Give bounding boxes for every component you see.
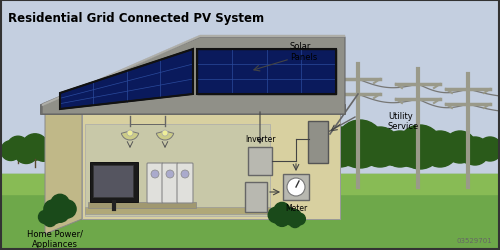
- Bar: [85, 124, 270, 216]
- Circle shape: [420, 140, 446, 166]
- Bar: [93, 165, 133, 197]
- Circle shape: [396, 136, 426, 167]
- Bar: [0, 174, 500, 194]
- Text: Meter: Meter: [285, 203, 307, 212]
- Circle shape: [37, 142, 54, 159]
- Text: 03529701: 03529701: [456, 237, 492, 243]
- Wedge shape: [122, 132, 138, 140]
- Circle shape: [422, 132, 458, 167]
- Bar: [0, 0, 500, 199]
- Circle shape: [7, 137, 29, 158]
- Circle shape: [181, 170, 189, 178]
- Circle shape: [166, 170, 174, 178]
- Circle shape: [287, 178, 305, 196]
- Circle shape: [442, 140, 465, 162]
- Circle shape: [1, 141, 20, 161]
- Text: Home Power/
Appliances: Home Power/ Appliances: [27, 229, 83, 248]
- Bar: [0, 174, 500, 250]
- Circle shape: [320, 128, 360, 167]
- FancyBboxPatch shape: [177, 163, 193, 203]
- Circle shape: [318, 138, 346, 165]
- Circle shape: [461, 138, 489, 165]
- Circle shape: [14, 140, 38, 164]
- FancyBboxPatch shape: [162, 163, 178, 203]
- Circle shape: [58, 200, 76, 218]
- Circle shape: [358, 138, 386, 165]
- Text: Utility
Service: Utility Service: [388, 112, 419, 131]
- Circle shape: [50, 142, 66, 158]
- Circle shape: [151, 170, 159, 178]
- Wedge shape: [156, 132, 174, 140]
- Circle shape: [294, 213, 306, 225]
- Circle shape: [478, 138, 500, 161]
- Bar: [88, 202, 196, 208]
- Circle shape: [127, 130, 133, 136]
- Circle shape: [274, 211, 290, 226]
- Polygon shape: [40, 104, 345, 115]
- Circle shape: [51, 204, 69, 223]
- Circle shape: [44, 214, 57, 226]
- FancyBboxPatch shape: [147, 163, 163, 203]
- Polygon shape: [45, 90, 82, 234]
- Circle shape: [162, 130, 168, 136]
- Circle shape: [289, 216, 301, 228]
- Circle shape: [382, 132, 418, 167]
- Circle shape: [38, 211, 52, 224]
- Text: Residential Grid Connected PV System: Residential Grid Connected PV System: [8, 12, 264, 25]
- FancyBboxPatch shape: [283, 174, 309, 200]
- Bar: [85, 207, 270, 214]
- Bar: [82, 90, 340, 219]
- Circle shape: [51, 194, 69, 213]
- Circle shape: [22, 134, 48, 160]
- Circle shape: [42, 138, 62, 157]
- Circle shape: [289, 210, 301, 221]
- Circle shape: [274, 202, 290, 218]
- Circle shape: [44, 200, 62, 218]
- Circle shape: [398, 126, 442, 169]
- Circle shape: [380, 140, 406, 166]
- Text: Inverter: Inverter: [245, 134, 275, 143]
- Circle shape: [460, 144, 479, 164]
- Circle shape: [477, 144, 494, 160]
- Circle shape: [268, 207, 284, 223]
- FancyBboxPatch shape: [248, 148, 272, 175]
- Polygon shape: [60, 50, 193, 110]
- Polygon shape: [42, 36, 345, 107]
- Circle shape: [336, 120, 384, 168]
- Polygon shape: [197, 50, 336, 94]
- FancyBboxPatch shape: [245, 182, 267, 212]
- Polygon shape: [42, 38, 345, 115]
- Circle shape: [284, 213, 296, 225]
- Circle shape: [48, 211, 62, 224]
- Bar: [90, 162, 138, 202]
- Circle shape: [16, 141, 34, 159]
- Text: Solar
Panels: Solar Panels: [290, 42, 318, 62]
- Circle shape: [334, 132, 367, 166]
- Circle shape: [444, 132, 476, 163]
- Circle shape: [280, 207, 296, 223]
- Circle shape: [360, 128, 400, 167]
- Circle shape: [44, 207, 57, 220]
- FancyBboxPatch shape: [308, 122, 328, 163]
- Circle shape: [33, 140, 55, 162]
